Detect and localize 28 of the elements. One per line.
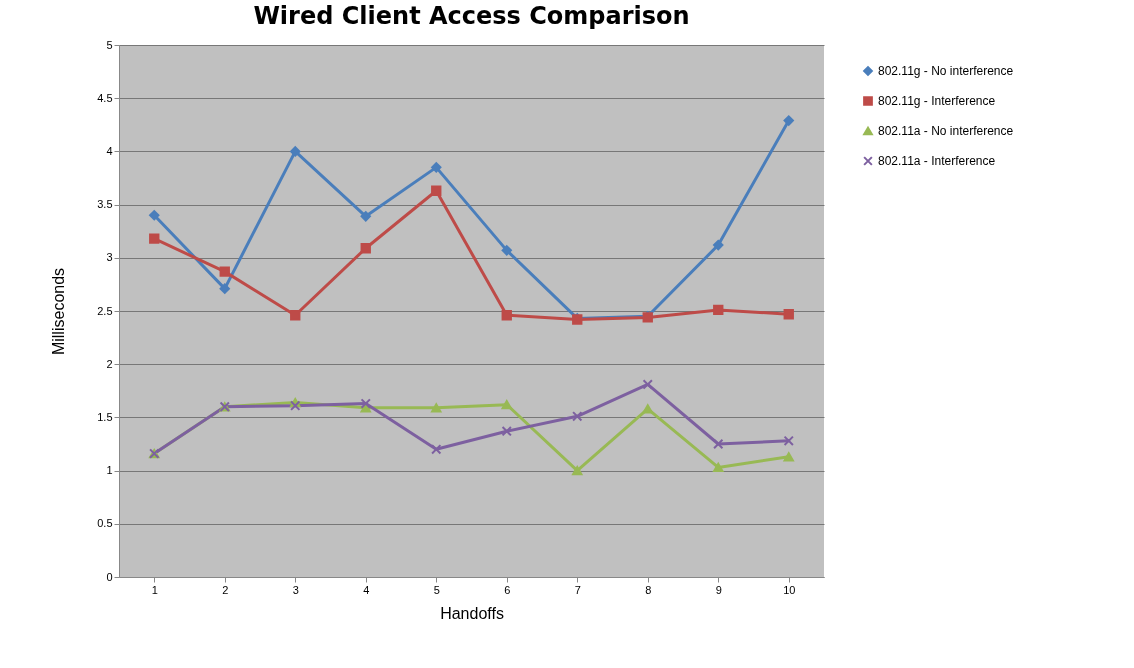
x-tick-label: 2 [222,583,229,596]
x-tick-label: 7 [574,583,581,596]
y-tick-label: 2 [106,357,113,370]
chart-title: Wired Client Access Comparison [253,2,690,30]
y-tick-label: 3 [106,251,113,264]
x-tick-label: 8 [645,583,652,596]
legend-label: 802.11a - No interference [878,124,1014,138]
y-tick-label: 1 [106,464,113,477]
legend-label: 802.11g - Interference [878,94,996,108]
legend-label: 802.11g - No interference [878,64,1014,78]
legend-label: 802.11a - Interference [878,154,996,168]
y-tick-label: 0.5 [97,517,113,530]
y-tick-label: 5 [106,38,113,51]
y-tick-label: 1.5 [97,410,113,423]
y-tick-label: 3.5 [97,198,113,211]
y-tick-label: 4 [106,144,113,157]
x-tick-label: 5 [433,583,440,596]
x-tick-label: 4 [363,583,370,596]
y-tick-label: 4.5 [97,91,113,104]
x-tick-label: 3 [292,583,299,596]
x-tick-label: 1 [151,583,158,596]
x-tick-label: 9 [715,583,722,596]
y-axis-title: Milliseconds [50,267,68,356]
x-tick-label: 10 [783,583,796,596]
x-axis-title: Handoffs [440,604,504,622]
x-tick-label: 6 [504,583,511,596]
y-tick-label: 0 [106,570,113,583]
y-tick-label: 2.5 [97,304,113,317]
